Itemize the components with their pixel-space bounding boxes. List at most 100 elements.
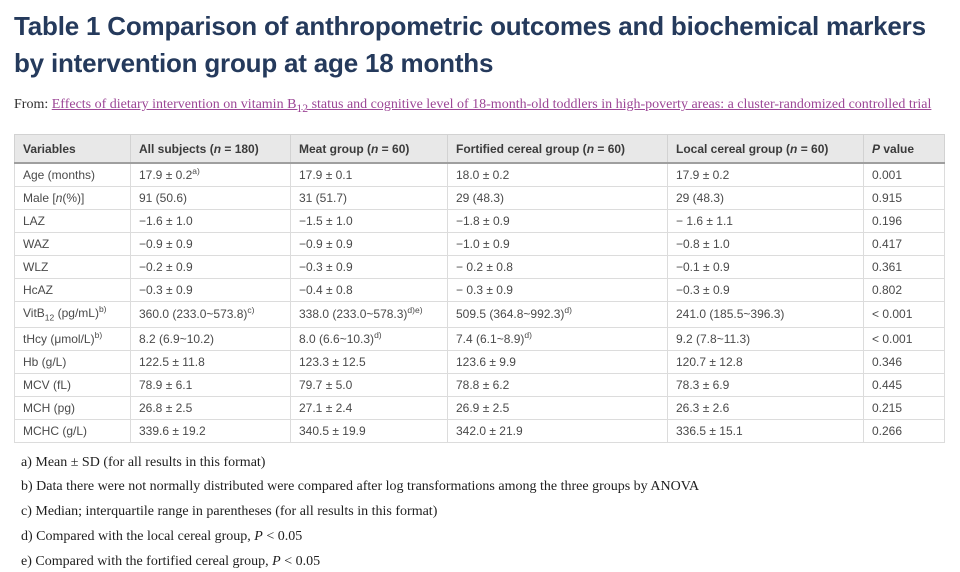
table-cell: −0.3 ± 0.9 <box>130 278 291 303</box>
table-row: Age (months) 17.9 ± 0.2a) 17.9 ± 0.1 18.0 ±… <box>14 162 945 188</box>
table-cell: 78.9 ± 6.1 <box>130 372 291 397</box>
table-cell: 241.0 (185.5~396.3) <box>667 301 864 328</box>
table-cell: 122.5 ± 11.8 <box>130 349 291 374</box>
table-cell: − 1.6 ± 1.1 <box>667 209 864 234</box>
table-cell: −1.8 ± 0.9 <box>447 209 668 234</box>
table-row: WAZ −0.9 ± 0.9 −0.9 ± 0.9 −1.0 ± 0.9 −0.8 ± … <box>14 232 945 257</box>
table-cell: 26.9 ± 2.5 <box>447 395 668 420</box>
table-cell: −1.5 ± 1.0 <box>290 209 448 234</box>
table-cell: 0.266 <box>863 418 945 443</box>
table-row: WLZ −0.2 ± 0.9 −0.3 ± 0.9− 0.2 ± 0.8 −0.1 ±… <box>14 255 945 280</box>
table-cell: 91 (50.6) <box>130 186 291 211</box>
footnote: c) Median; interquartile range in parent… <box>21 504 438 520</box>
table-cell: 18.0 ± 0.2 <box>447 162 668 188</box>
table-cell: 0.802 <box>863 278 945 303</box>
table-cell: 336.5 ± 15.1 <box>667 418 864 443</box>
row-variable: Male [n(%)] <box>14 186 131 211</box>
table-cell: −0.9 ± 0.9 <box>130 232 291 257</box>
table-cell: 509.5 (364.8~992.3)d) <box>447 301 668 328</box>
table-body: Age (months) 17.9 ± 0.2a) 17.9 ± 0.1 18.0 ±… <box>14 162 945 443</box>
table-cell: 17.9 ± 0.2a) <box>130 162 291 188</box>
table-cell: 0.346 <box>863 349 945 374</box>
table-cell: −1.6 ± 1.0 <box>130 209 291 234</box>
source-prefix: From: <box>14 96 52 112</box>
table-cell: 78.3 ± 6.9 <box>667 372 864 397</box>
footnote: b) Data there were not normally distribu… <box>21 479 700 495</box>
footnotes: a) Mean ± SD (for all results in this fo… <box>14 453 944 572</box>
table-cell: 29 (48.3) <box>447 186 668 211</box>
table-cell: 0.361 <box>863 255 945 280</box>
table-row: MCH (pg) 26.8 ± 2.5 27.1 ± 2.4 26.9 ± 2.5 26… <box>14 395 945 420</box>
table-cell: 29 (48.3) <box>667 186 864 211</box>
table-cell: 0.196 <box>863 209 945 234</box>
table-cell: < 0.001 <box>863 326 945 351</box>
column-header: Fortified cereal group (n = 60) <box>447 134 668 165</box>
table-cell: 0.001 <box>863 162 945 188</box>
row-variable: WLZ <box>14 255 131 280</box>
table-cell: 78.8 ± 6.2 <box>447 372 668 397</box>
table-cell: 7.4 (6.1~8.9)d) <box>447 326 668 351</box>
row-variable: WAZ <box>14 232 131 257</box>
table-cell: 120.7 ± 12.8 <box>667 349 864 374</box>
table-cell: 9.2 (7.8~11.3) <box>667 326 864 351</box>
table-cell: − 0.2 ± 0.8 <box>447 255 668 280</box>
table-cell: 0.445 <box>863 372 945 397</box>
table-cell: 342.0 ± 21.9 <box>447 418 668 443</box>
data-table: Variables All subjects (n = 180) Meat grou… <box>14 134 945 443</box>
table-cell: < 0.001 <box>863 301 945 328</box>
footnote: d) Compared with the local cereal group,… <box>21 528 303 544</box>
row-variable: MCH (pg) <box>14 395 131 420</box>
column-header: P value <box>863 134 945 165</box>
table-row: MCV (fL) 78.9 ± 6.1 79.7 ± 5.0 78.8 ± 6.2 78… <box>14 372 945 397</box>
table-cell: 8.2 (6.9~10.2) <box>130 326 291 351</box>
source-link[interactable]: Effects of dietary intervention on vitam… <box>51 96 932 115</box>
source-line: From: Effects of dietary intervention on… <box>14 94 944 118</box>
table-header-row: Variables All subjects (n = 180) Meat grou… <box>14 134 945 165</box>
table-cell: 340.5 ± 19.9 <box>290 418 448 443</box>
table-cell: −0.4 ± 0.8 <box>290 278 448 303</box>
row-variable: MCV (fL) <box>14 372 131 397</box>
table-row: Male [n(%)] 91 (50.6) 31 (51.7) 29 (48.3) 29… <box>14 186 945 211</box>
table-row: LAZ −1.6 ± 1.0 −1.5 ± 1.0 −1.8 ± 0.9− 1.6 ±… <box>14 209 945 234</box>
table-cell: 0.215 <box>863 395 945 420</box>
footnote: e) Compared with the fortified cereal gr… <box>21 553 321 569</box>
table-cell: 123.3 ± 12.5 <box>290 349 448 374</box>
row-variable: LAZ <box>14 209 131 234</box>
table-cell: 339.6 ± 19.2 <box>130 418 291 443</box>
column-header: All subjects (n = 180) <box>130 134 291 165</box>
row-variable: Age (months) <box>14 162 131 188</box>
table-cell: −0.3 ± 0.9 <box>667 278 864 303</box>
table-cell: 17.9 ± 0.1 <box>290 162 448 188</box>
table-header: Variables All subjects (n = 180) Meat grou… <box>14 134 945 165</box>
column-header: Meat group (n = 60) <box>290 134 448 165</box>
table-cell: 26.8 ± 2.5 <box>130 395 291 420</box>
table-cell: 17.9 ± 0.2 <box>667 162 864 188</box>
footnote: a) Mean ± SD (for all results in this fo… <box>21 454 266 470</box>
table-cell: −0.1 ± 0.9 <box>667 255 864 280</box>
table-cell: 0.417 <box>863 232 945 257</box>
row-variable: MCHC (g/L) <box>14 418 131 443</box>
row-variable: Hb (g/L) <box>14 349 131 374</box>
table-cell: 31 (51.7) <box>290 186 448 211</box>
table-row: Hb (g/L) 122.5 ± 11.8 123.3 ± 12.5 123.6 ± … <box>14 349 945 374</box>
table-cell: 360.0 (233.0~573.8)c) <box>130 301 291 328</box>
table-cell: −0.3 ± 0.9 <box>290 255 448 280</box>
table-cell: 338.0 (233.0~578.3)d)e) <box>290 301 448 328</box>
table-cell: −1.0 ± 0.9 <box>447 232 668 257</box>
table-row: MCHC (g/L) 339.6 ± 19.2 340.5 ± 19.9 342.0 … <box>14 418 945 443</box>
table-cell: 0.915 <box>863 186 945 211</box>
table-cell: 8.0 (6.6~10.3)d) <box>290 326 448 351</box>
table-title: Table 1 Comparison of anthropometric out… <box>14 11 926 78</box>
row-variable: tHcy (μmol/L)b) <box>14 326 131 351</box>
table-cell: 79.7 ± 5.0 <box>290 372 448 397</box>
table-cell: − 0.3 ± 0.9 <box>447 278 668 303</box>
table-cell: 26.3 ± 2.6 <box>667 395 864 420</box>
table-cell: 123.6 ± 9.9 <box>447 349 668 374</box>
table-cell: −0.9 ± 0.9 <box>290 232 448 257</box>
table-cell: −0.8 ± 1.0 <box>667 232 864 257</box>
table-row: tHcy (μmol/L)b) 8.2 (6.9~10.2) 8.0 (6.6~10… <box>14 326 945 351</box>
column-header: Variables <box>14 134 131 165</box>
row-variable: VitB12 (pg/mL)b) <box>14 301 131 328</box>
table-row: VitB12 (pg/mL)b) 360.0 (233.0~573.8)c) 338… <box>14 301 945 328</box>
